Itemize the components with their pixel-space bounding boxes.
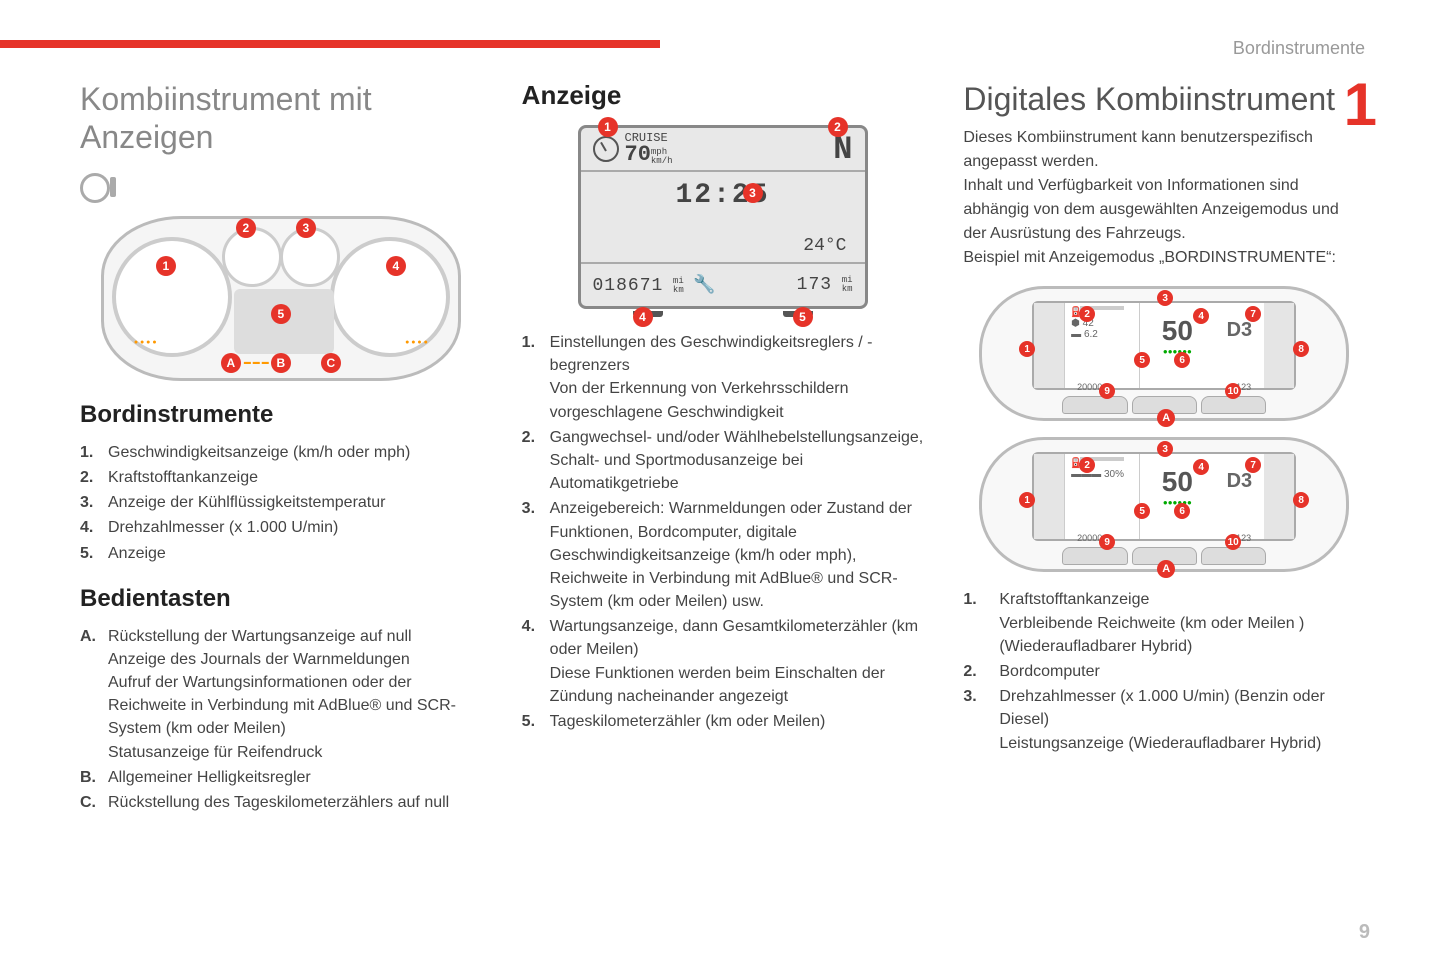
cruise-icon	[593, 136, 619, 162]
page-number: 9	[1359, 921, 1370, 944]
list-item: Drehzahlmesser (x 1.000 U/min)	[108, 519, 338, 536]
cruise-value: 70	[625, 142, 651, 167]
temperature: 24°C	[803, 236, 846, 256]
col1-list-numbers: 1.Geschwindigkeitsanzeige (km/h oder mph…	[80, 441, 482, 565]
analog-cluster-figure: ● ● ● ● ● ● ● ● ▬ ▬ ▬ 1 2 3 4 5 A B C	[101, 216, 461, 381]
clock: 12:25	[593, 180, 853, 211]
callout-c: C	[321, 353, 341, 373]
list-item: Allgemeiner Helligkeitsregler	[108, 769, 311, 786]
list-item: Drehzahlmesser (x 1.000 U/min) (Benzin o…	[999, 688, 1324, 751]
callout-3: 3	[743, 183, 763, 203]
callout-5: 5	[793, 307, 813, 327]
list-item: Anzeige der Kühlflüssigkeitstemperatur	[108, 494, 385, 511]
list-item: Wartungsanzeige, dann Gesamtkilometerzäh…	[550, 618, 918, 705]
trip-meter: 173	[797, 275, 832, 295]
column-3: Digitales Kombiinstrument Dieses Kombiin…	[963, 80, 1365, 816]
col1-list-alpha: A.Rückstellung der Wartungsanzeige auf n…	[80, 625, 482, 815]
callout-3: 3	[296, 218, 316, 238]
col1-h2-bordinstrumente: Bordinstrumente	[80, 401, 482, 429]
steering-wheel-icon	[80, 173, 116, 201]
list-item: Rückstellung des Tageskilometerzählers a…	[108, 794, 449, 811]
callout-2: 2	[828, 117, 848, 137]
list-item: Rückstellung der Wartungsanzeige auf nul…	[108, 628, 456, 761]
page-content: Kombiinstrument mit Anzeigen ● ● ● ● ● ●…	[80, 80, 1365, 816]
list-item: Gangwechsel- und/oder Wählhebelstellungs…	[550, 429, 924, 492]
callout-1: 1	[598, 117, 618, 137]
callout-4: 4	[633, 307, 653, 327]
col3-title: Digitales Kombiinstrument	[963, 80, 1365, 118]
lcd-display-figure: CRUISE 70mphkm/h N 12:25 24°C 018671 mik…	[578, 125, 868, 309]
col3-intro: Dieses Kombiinstrument kann benutzerspez…	[963, 126, 1365, 270]
column-2: Anzeige CRUISE 70mphkm/h N 12:25 24°C	[522, 80, 924, 816]
col1-title: Kombiinstrument mit Anzeigen	[80, 80, 482, 157]
callout-2: 2	[236, 218, 256, 238]
header-section: Bordinstrumente	[1233, 38, 1365, 59]
list-item: Einstellungen des Geschwindigkeitsregler…	[550, 334, 873, 421]
list-item: Anzeige	[108, 545, 166, 562]
callout-5: 5	[271, 304, 291, 324]
callout-4: 4	[386, 256, 406, 276]
col2-list: 1.Einstellungen des Geschwindigkeitsregl…	[522, 331, 924, 733]
wrench-icon: 🔧	[693, 276, 715, 296]
callout-1: 1	[156, 256, 176, 276]
list-item: Kraftstofftankanzeige	[108, 469, 258, 486]
digital-cluster-figure-1: ⛽⬢ 42▬ 6.2 50●●●●●● D3 20000 123 1 2 3 4…	[979, 286, 1349, 421]
col2-title: Anzeige	[522, 80, 924, 111]
list-item: Geschwindigkeitsanzeige (km/h oder mph)	[108, 444, 410, 461]
odometer: 018671	[593, 276, 664, 296]
column-1: Kombiinstrument mit Anzeigen ● ● ● ● ● ●…	[80, 80, 482, 816]
list-item: Tageskilometerzähler (km oder Meilen)	[550, 713, 826, 730]
callout-a: A	[221, 353, 241, 373]
callout-b: B	[271, 353, 291, 373]
col1-h2-bedientasten: Bedientasten	[80, 585, 482, 613]
digital-cluster-figure-2: ⛽▬▬▬ 30% 50●●●●●● D3 20000 123 1 2 3 4 5…	[979, 437, 1349, 572]
list-item: Bordcomputer	[999, 663, 1100, 680]
header-accent-bar	[0, 40, 660, 48]
col3-list: 1.Kraftstofftankanzeige Verbleibende Rei…	[963, 588, 1365, 754]
list-item: Anzeigebereich: Warnmeldungen oder Zusta…	[550, 500, 912, 610]
list-item: Kraftstofftankanzeige Verbleibende Reich…	[999, 591, 1304, 654]
